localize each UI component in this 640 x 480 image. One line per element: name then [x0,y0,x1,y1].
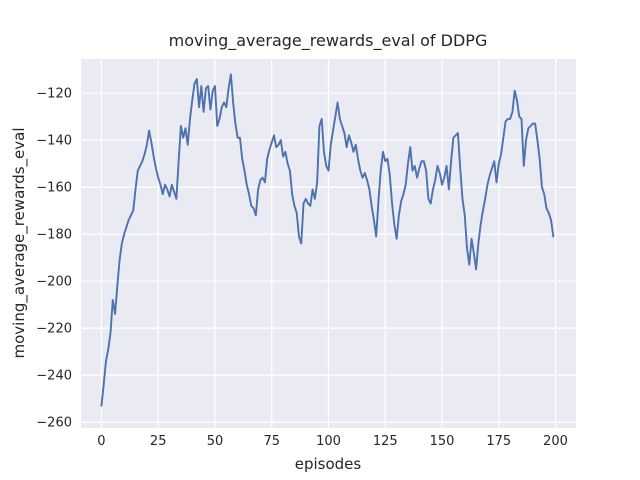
y-tick-label: −240 [36,369,72,384]
reward-line-series [100,73,555,407]
x-tick-label: 100 [316,434,341,449]
x-tick-label: 25 [150,434,167,449]
x-axis-label: episodes [295,455,362,473]
x-tick-label: 175 [486,434,511,449]
x-tick-label: 0 [97,434,105,449]
x-tick-labels: 0 25 50 75 100 125 150 175 200 [97,434,568,449]
y-tick-labels: −260 −240 −220 −200 −180 −160 −140 −120 [36,87,72,431]
x-tick-label: 50 [207,434,224,449]
y-tick-label: −200 [36,275,72,290]
x-tick-label: 150 [430,434,455,449]
x-tick-label: 125 [373,434,398,449]
x-tick-label: 200 [543,434,568,449]
y-tick-label: −260 [36,416,72,431]
gridlines [81,59,576,428]
x-tick-label: 75 [263,434,280,449]
y-axis-label: moving_average_rewards_eval [10,128,29,359]
y-tick-label: −160 [36,181,72,196]
y-tick-label: −140 [36,134,72,149]
chart-title: moving_average_rewards_eval of DDPG [169,31,488,51]
y-tick-label: −180 [36,228,72,243]
y-tick-label: −220 [36,322,72,337]
y-tick-label: −120 [36,87,72,102]
